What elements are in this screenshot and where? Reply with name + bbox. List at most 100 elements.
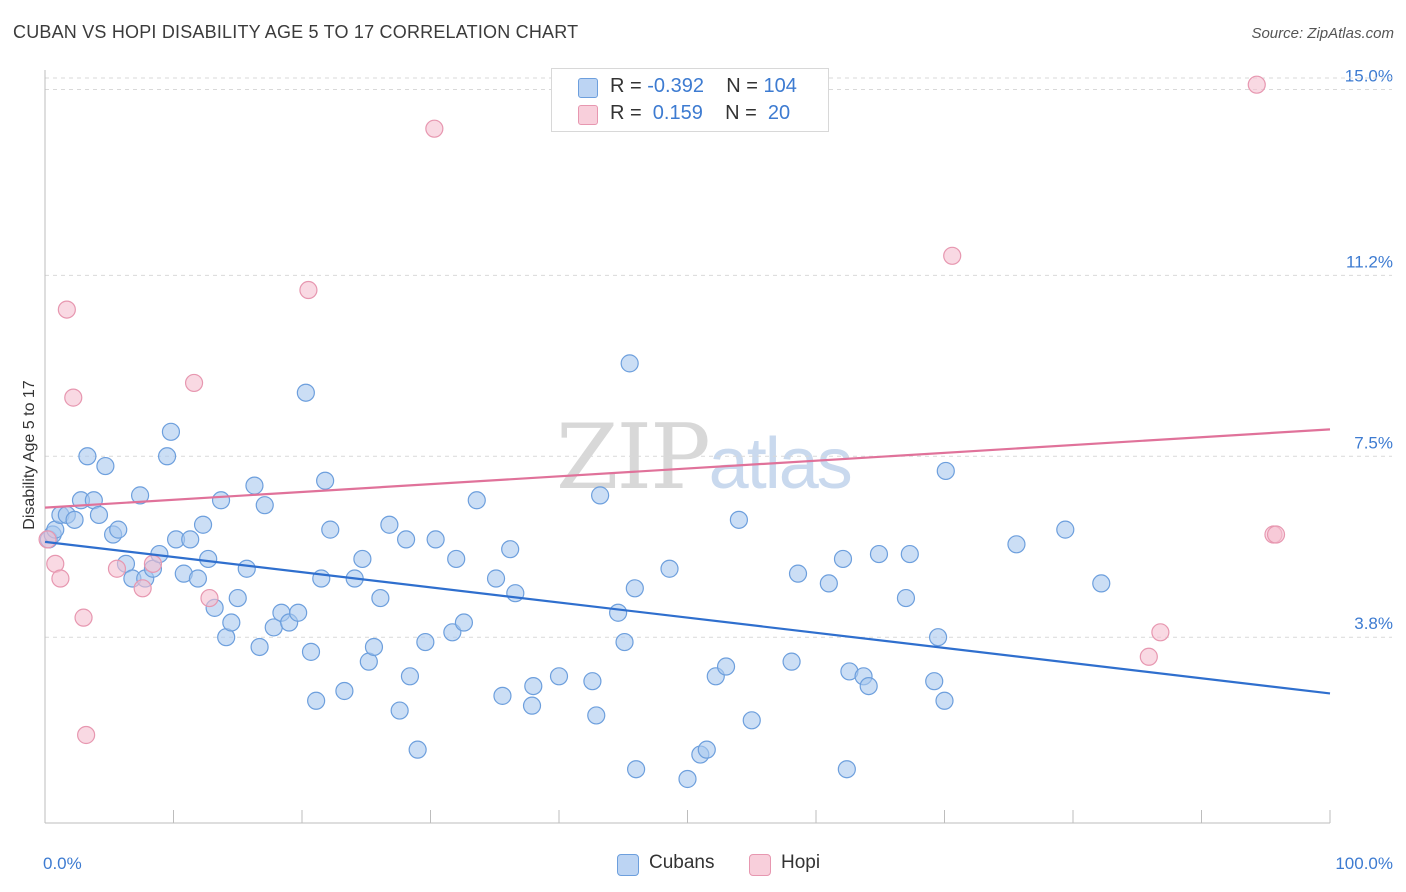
cubans-point-63 [486, 569, 506, 588]
cubans-trend-line [44, 540, 1331, 695]
cubans-point-50 [364, 637, 384, 657]
cubans-swatch-icon [578, 78, 598, 98]
hopi-point-9 [143, 554, 163, 573]
x-tick-label-0: 0.0% [43, 854, 82, 873]
cubans-point-74 [615, 632, 634, 652]
legend-hopi-n-value: 20 [762, 102, 791, 124]
cubans-point-78 [660, 559, 679, 578]
hopi-swatch-icon [578, 105, 598, 125]
legend-cubans-text: R = -0.392 N = 104 [610, 75, 797, 98]
cubans-point-52 [380, 515, 399, 534]
hopi-trend-line [44, 428, 1331, 509]
hopi-point-7 [107, 559, 127, 578]
legend-cubans-r-value: -0.392 [647, 75, 704, 97]
legend-hopi-n-label: N = [725, 102, 757, 124]
cubans-point-102 [1056, 520, 1075, 539]
cubans-point-60 [447, 549, 466, 569]
chart-title: CUBAN VS HOPI DISABILITY AGE 5 TO 17 COR… [13, 22, 579, 42]
cubans-point-70 [583, 672, 602, 691]
cubans-point-39 [289, 603, 308, 622]
cubans-point-98 [928, 628, 948, 647]
watermark: ZIPatlas [556, 405, 853, 510]
cubans-point-65 [501, 540, 520, 559]
cubans-point-51 [371, 588, 390, 608]
cubans-point-72 [591, 486, 610, 505]
hopi-point-17 [1266, 525, 1286, 544]
cubans-point-62 [467, 491, 486, 510]
cubans-point-5 [65, 510, 84, 529]
cubans-point-23 [181, 530, 200, 549]
cubans-point-10 [96, 456, 115, 476]
cubans-point-103 [1092, 574, 1111, 593]
y-tick-label-2: 11.2% [1346, 252, 1393, 271]
cubans-point-43 [312, 569, 331, 588]
cubans-point-73 [609, 603, 628, 622]
hopi-point-10 [184, 373, 204, 393]
cubans-point-89 [833, 549, 853, 569]
legend-hopi-r-label: R = [610, 102, 642, 124]
cubans-point-53 [390, 701, 409, 720]
cubans-point-71 [587, 706, 606, 725]
cubans-point-26 [199, 549, 218, 569]
cubans-point-69 [549, 667, 569, 686]
hopi-point-3 [57, 300, 76, 319]
cubans-point-81 [697, 740, 716, 759]
cubans-point-100 [936, 461, 955, 481]
cubans-point-90 [837, 760, 856, 779]
hopi-point-2 [51, 569, 70, 588]
cubans-point-66 [506, 584, 525, 603]
cubans-point-99 [935, 691, 954, 710]
cubans-point-95 [896, 588, 916, 608]
cubans-point-12 [109, 520, 128, 539]
cubans-point-67 [522, 696, 542, 715]
watermark-atlas: atlas [708, 424, 853, 504]
cubans-point-83 [716, 657, 736, 676]
cubans-point-87 [788, 564, 808, 583]
cubans-point-44 [316, 471, 335, 490]
cubans-point-20 [161, 422, 181, 441]
x-tick-label-1: 100.0% [1335, 854, 1393, 873]
cubans-point-9 [89, 505, 109, 525]
stats-legend: R = -0.392 N = 104 R = 0.159 N = 20 [551, 68, 829, 132]
cubans-point-61 [454, 613, 474, 632]
hopi-point-18 [1139, 647, 1158, 666]
cubans-point-77 [626, 760, 646, 779]
cubans-legend-icon [617, 854, 639, 876]
cubans-point-42 [307, 691, 326, 710]
cubans-point-58 [426, 530, 445, 549]
cubans-point-41 [301, 642, 321, 661]
y-tick-label-3: 15.0% [1345, 67, 1393, 86]
watermark-zip: ZIP [556, 405, 711, 510]
cubans-point-15 [130, 486, 150, 505]
legend-cubans-n-value: 104 [763, 75, 797, 97]
cubans-point-19 [157, 447, 177, 466]
legend-cubans-r-label: R = [610, 75, 642, 97]
hopi-point-6 [77, 725, 96, 745]
cubans-point-97 [925, 672, 944, 691]
cubans-point-54 [396, 530, 416, 549]
hopi-point-8 [133, 579, 152, 598]
cubans-point-88 [819, 574, 838, 593]
bottom-legend-cubans-label: Cubans [649, 852, 715, 873]
cubans-point-24 [188, 569, 208, 588]
source-label: Source: ZipAtlas.com [1251, 25, 1394, 42]
cubans-point-55 [400, 667, 420, 686]
cubans-point-79 [678, 769, 697, 789]
cubans-point-85 [742, 711, 761, 730]
hopi-point-19 [1151, 623, 1170, 642]
cubans-point-93 [859, 676, 878, 696]
cubans-point-57 [416, 632, 435, 652]
cubans-point-75 [620, 354, 639, 373]
bottom-legend-hopi-label: Hopi [781, 852, 821, 873]
hopi-point-4 [64, 388, 83, 407]
cubans-point-45 [321, 520, 340, 539]
legend-hopi-text: R = 0.159 N = 20 [610, 102, 790, 125]
cubans-point-46 [335, 681, 354, 701]
cubans-point-68 [524, 676, 543, 696]
hopi-point-5 [74, 608, 93, 627]
cubans-point-40 [296, 383, 315, 402]
hopi-point-11 [200, 588, 219, 608]
y-tick-label-1: 7.5% [1354, 433, 1393, 452]
cubans-point-56 [408, 740, 427, 759]
